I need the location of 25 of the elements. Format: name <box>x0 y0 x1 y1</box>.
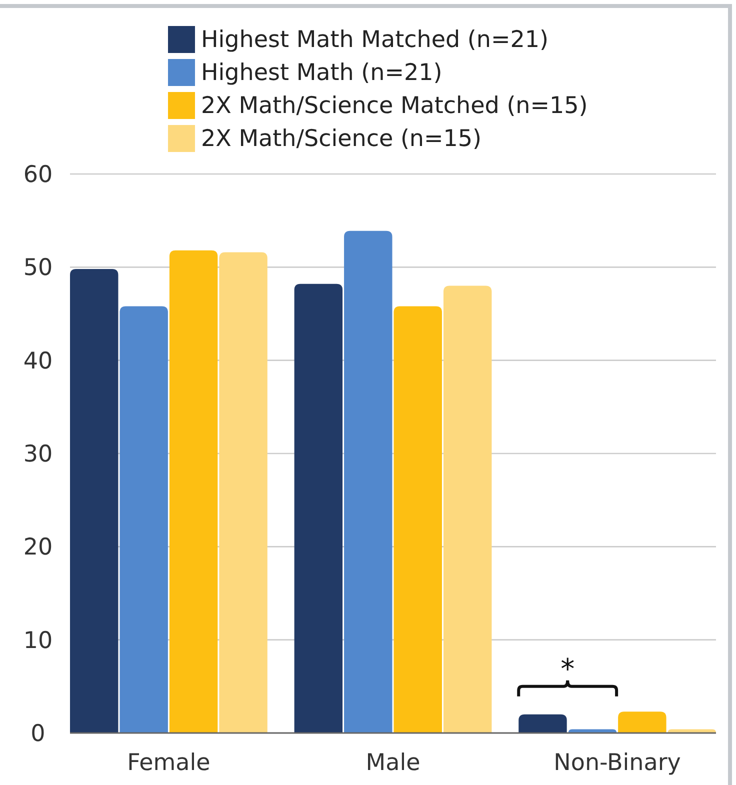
y-tick-label: 20 <box>23 534 53 561</box>
bar <box>618 712 666 733</box>
bar <box>70 269 118 733</box>
legend-label: Highest Math (n=21) <box>201 60 442 86</box>
bar <box>518 714 567 733</box>
y-tick-label: 60 <box>23 162 53 188</box>
legend-label: 2X Math/Science (n=15) <box>201 126 482 152</box>
bar <box>219 252 268 733</box>
annotation: * <box>560 652 575 686</box>
bar <box>344 230 392 733</box>
y-tick-label: 10 <box>23 628 53 654</box>
bar <box>169 250 218 733</box>
bar <box>120 306 168 733</box>
y-tick-label: 50 <box>23 255 53 282</box>
x-tick-label: Male <box>366 750 420 776</box>
y-tick-label: 40 <box>23 348 53 374</box>
legend-label: Highest Math Matched (n=21) <box>201 27 548 53</box>
x-tick-label: Female <box>127 750 210 776</box>
bar <box>394 306 442 733</box>
y-tick-label: 30 <box>23 442 53 468</box>
bar <box>294 284 343 733</box>
x-tick-label: Non-Binary <box>554 750 681 776</box>
legend-label: 2X Math/Science Matched (n=15) <box>201 93 588 119</box>
y-tick-label: 0 <box>30 721 46 748</box>
bar <box>443 286 492 733</box>
